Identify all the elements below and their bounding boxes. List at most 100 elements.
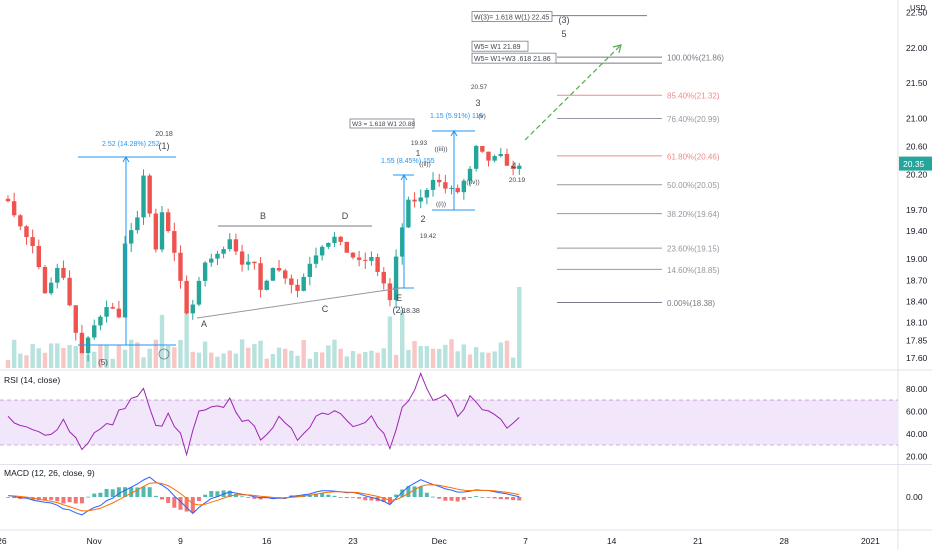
wave-label: 19.93 (411, 140, 428, 147)
macd-hist-bar (123, 487, 128, 497)
time-tick-label: 26 (0, 536, 7, 546)
wave-label: ((iv)) (466, 179, 479, 186)
price-tick-label: 18.40 (906, 297, 928, 307)
rsi-title: RSI (14, close) (4, 375, 60, 385)
volume-bar (258, 340, 263, 368)
volume-bar (406, 349, 411, 368)
wave-label: (1) (159, 141, 170, 151)
macd-hist-bar (215, 491, 220, 497)
rsi-line (7, 372, 520, 457)
volume-bar (375, 352, 380, 368)
candle-body (159, 212, 165, 250)
last-price-tag (899, 156, 932, 171)
volume-bar (221, 353, 226, 368)
macd-hist-bar (6, 497, 10, 498)
macd-pane: MACD (12, 26, close, 9) 0.00 (4, 468, 923, 516)
volume-bar (129, 339, 134, 368)
candle-body (258, 263, 263, 290)
macd-title: MACD (12, 26, close, 9) (4, 468, 95, 478)
wave-label: 5 (561, 29, 566, 39)
wave-label: 4 (511, 161, 516, 171)
volume-bar (153, 339, 159, 368)
volume-bar (42, 352, 48, 368)
volume-bar (363, 351, 368, 368)
macd-hist-bar (129, 487, 134, 497)
volume-bar (498, 342, 503, 368)
macd-hist-bar (307, 494, 312, 497)
volume-bar (295, 355, 300, 368)
price-tick-label: 19.40 (906, 226, 928, 236)
macd-hist-bar (246, 497, 251, 498)
time-tick-label: 23 (348, 536, 358, 546)
volume-bar (412, 341, 417, 368)
candle-body (480, 145, 485, 152)
macd-hist-bar (461, 497, 466, 500)
volume-bar (172, 347, 177, 368)
volume-bar (36, 348, 41, 368)
macd-hist-bar (492, 497, 497, 499)
macd-hist-bar (55, 497, 60, 502)
volume-bar (492, 351, 497, 368)
macd-hist-bar (135, 487, 140, 497)
candle-body (449, 187, 454, 189)
projection-label: W5= W1+W3 .618 21.86 (474, 56, 551, 63)
macd-hist-bar (196, 497, 201, 502)
rsi-tick-label: 40.00 (906, 429, 928, 439)
fib-level-label: 50.00%(20.05) (667, 181, 720, 190)
rsi-tick-label: 20.00 (906, 451, 928, 461)
fib-level-label: 38.20%(19.64) (667, 210, 720, 219)
price-tick-label: 22.00 (906, 43, 928, 53)
wave-label: ((i)) (436, 201, 446, 208)
candle-body (42, 267, 48, 294)
macd-hist-bar (270, 497, 275, 499)
macd-hist-bar (406, 486, 411, 497)
macd-hist-bar (67, 497, 72, 503)
projection-box (471, 52, 557, 64)
macd-hist-bar (12, 497, 17, 499)
wave-label: (3) (559, 15, 570, 25)
candle-body (326, 242, 331, 247)
macd-hist-bar (504, 497, 509, 500)
wave-label: 19.42 (420, 233, 437, 240)
macd-hist-bar (344, 497, 349, 499)
rsi-tick-label: 60.00 (906, 406, 928, 416)
price-tick-label: 19.00 (906, 254, 928, 264)
price-candles (5, 144, 522, 362)
candle-body (221, 249, 226, 254)
volume-bar (504, 340, 510, 368)
candle-body (504, 154, 510, 166)
wave-label: (v) (478, 113, 486, 120)
candle-body (276, 268, 282, 271)
candle-body (283, 270, 288, 279)
macd-hist-bar (116, 487, 121, 497)
volume-bar (289, 350, 294, 368)
macd-hist-bar (314, 493, 318, 497)
candle-body (165, 212, 171, 232)
last-price-label: 20.35 (903, 159, 925, 169)
wave-label: D (342, 211, 349, 221)
price-tick-label: 20.60 (906, 141, 928, 151)
rsi-band (0, 400, 898, 446)
candle-body (393, 256, 399, 301)
macd-tick-label: 0.00 (906, 492, 923, 502)
macd-hist-bar (431, 496, 436, 498)
macd-hist-bar (209, 490, 214, 497)
candle-body (400, 227, 405, 257)
volume-bar (455, 351, 460, 368)
candle-body (196, 280, 202, 305)
candle-body (270, 268, 276, 281)
volume-bar (517, 286, 522, 368)
candle-body (492, 156, 497, 161)
volume-bar (147, 348, 152, 368)
macd-hist-bar (42, 497, 47, 501)
time-tick-label: 2021 (861, 536, 880, 546)
macd-hist-bar (332, 495, 337, 497)
candle-body (209, 258, 214, 263)
macd-hist-bar (394, 494, 399, 497)
candle-body (178, 252, 183, 281)
volume-bar (381, 348, 386, 368)
volume-bar (48, 343, 54, 368)
